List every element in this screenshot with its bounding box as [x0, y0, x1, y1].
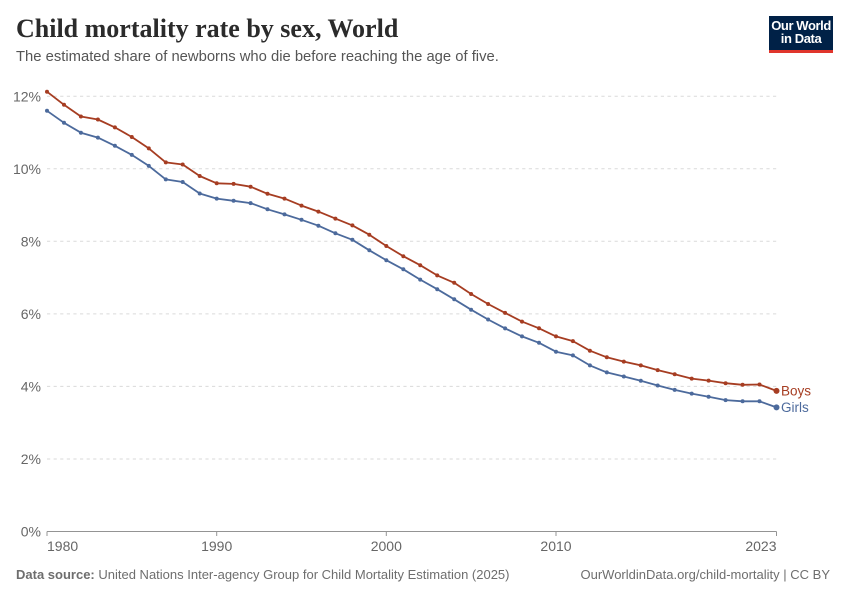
svg-text:0%: 0% [21, 524, 41, 540]
svg-text:2010: 2010 [540, 538, 571, 554]
svg-text:Boys: Boys [781, 383, 811, 398]
svg-text:Girls: Girls [781, 400, 809, 415]
svg-text:10%: 10% [13, 161, 41, 177]
svg-text:4%: 4% [21, 378, 41, 394]
svg-text:2023: 2023 [745, 538, 776, 554]
svg-text:1990: 1990 [201, 538, 232, 554]
svg-text:6%: 6% [21, 306, 41, 322]
svg-text:1980: 1980 [47, 538, 78, 554]
svg-text:2%: 2% [21, 451, 41, 467]
svg-text:2000: 2000 [371, 538, 402, 554]
svg-text:12%: 12% [13, 88, 41, 104]
svg-text:8%: 8% [21, 233, 41, 249]
